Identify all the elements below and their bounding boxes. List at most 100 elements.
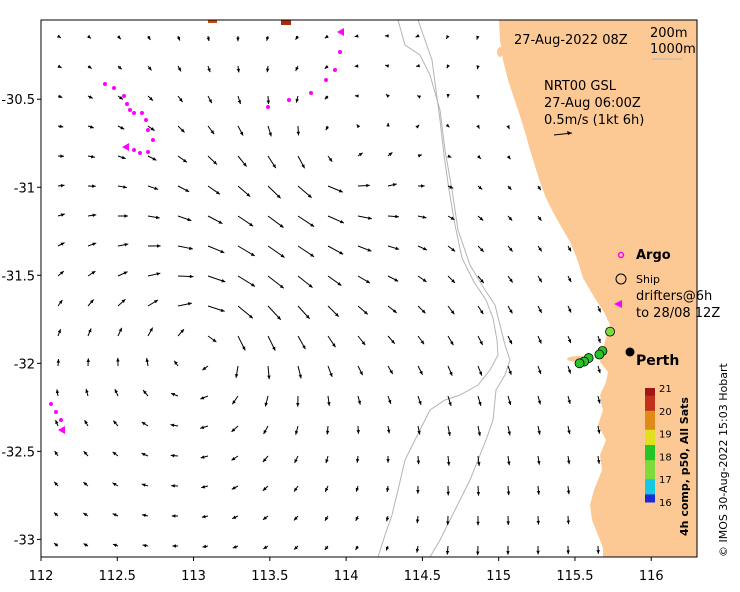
drifter-fix [144, 118, 148, 122]
colorbar-segment [645, 429, 655, 435]
current-arrowhead [231, 486, 236, 490]
current-arrowhead [387, 399, 392, 404]
current-arrowhead [477, 155, 481, 159]
current-arrowhead [446, 34, 450, 39]
drifter-fix [309, 91, 313, 95]
drifter-fix [49, 402, 53, 406]
current-vector-field [53, 34, 601, 556]
current-arrowhead [153, 299, 158, 304]
current-arrowhead [417, 154, 422, 158]
drifter-fix [59, 418, 63, 422]
current-arrowhead [83, 482, 88, 486]
current-arrowhead [113, 420, 117, 425]
current-arrowhead [324, 546, 329, 550]
current-arrowhead [476, 65, 480, 70]
current-arrowhead [58, 299, 63, 304]
drifter-fix [338, 50, 342, 54]
drifter-legend-label-line2: to 28/08 12Z [636, 306, 720, 321]
colorbar-segment [645, 410, 655, 416]
current-arrowhead [310, 223, 315, 227]
current-arrowhead [171, 392, 176, 397]
drifter-fix [333, 68, 337, 72]
current-arrowhead [506, 125, 510, 130]
colorbar-tick-label: 19 [659, 430, 672, 441]
current-arrowhead [279, 224, 284, 228]
current-arrowhead [339, 219, 344, 224]
current-arrowhead [359, 371, 363, 376]
current-arrowhead [479, 248, 484, 252]
isobath-1000m [377, 19, 499, 558]
current-arrowhead [478, 185, 483, 190]
argo-legend-label: Argo [636, 248, 671, 263]
current-arrowhead [124, 214, 128, 218]
current-arrowhead [476, 35, 480, 40]
current-arrowhead [508, 247, 513, 252]
current-arrowhead [118, 327, 122, 332]
current-arrowhead [363, 310, 368, 315]
current-arrowhead [220, 249, 225, 253]
current-arrowhead [182, 158, 187, 163]
current-arrowhead [537, 216, 542, 221]
current-arrowhead [251, 283, 256, 287]
argo-legend-icon [617, 251, 625, 259]
colorbar-segment [645, 399, 655, 404]
current-arrowhead [388, 152, 393, 157]
current-arrowhead [112, 543, 117, 548]
y-tick-label: -32.5 [1, 445, 35, 460]
current-arrowhead [234, 374, 239, 378]
ship-legend-icon [615, 273, 627, 285]
current-arrowhead [355, 546, 359, 551]
colorbar-tick-label: 20 [659, 407, 672, 418]
current-arrowhead [295, 98, 299, 103]
perth-marker [625, 347, 635, 357]
current-arrowhead [298, 374, 302, 379]
current-arrowhead [249, 222, 254, 227]
current-arrowhead [596, 550, 600, 554]
current-arrowhead [293, 516, 298, 521]
colorbar-tick-label: 16 [659, 498, 672, 509]
current-arrowhead [157, 244, 161, 248]
current-arrowhead [116, 357, 120, 362]
y-tick-label: -33 [14, 533, 35, 548]
current-arrowhead [506, 155, 511, 160]
current-arrowhead [262, 487, 267, 491]
drifter-arrowhead [337, 28, 344, 36]
current-arrowhead [567, 460, 571, 465]
current-arrowhead [386, 122, 390, 127]
current-arrowhead [538, 308, 542, 313]
current-arrowhead [385, 517, 390, 522]
current-arrowhead [60, 213, 65, 217]
current-arrowhead [302, 345, 306, 350]
current-arrowhead [60, 183, 65, 188]
current-arrowhead [263, 516, 267, 520]
current-arrowhead [537, 400, 542, 405]
current-arrowhead [142, 513, 146, 518]
current-arrowhead [57, 329, 61, 334]
current-arrowhead [422, 278, 427, 282]
x-tick-label: 113.5 [251, 569, 288, 584]
current-arrowhead [262, 458, 267, 463]
current-arrowhead [506, 521, 510, 525]
current-arrowhead [92, 242, 97, 246]
current-arrowhead [334, 312, 339, 317]
current-arrowhead [176, 36, 181, 41]
current-arrowhead [536, 490, 541, 495]
current-arrowhead [447, 432, 451, 436]
current-arrowhead [325, 430, 330, 435]
product-time: 27-Aug 06:00Z [544, 96, 641, 111]
current-arrowhead [332, 343, 336, 348]
x-tick-label: 112 [29, 569, 54, 584]
current-arrowhead [92, 213, 97, 218]
current-arrowhead [189, 274, 194, 279]
current-arrowhead [536, 520, 541, 525]
current-arrowhead [202, 366, 207, 371]
current-arrowhead [117, 65, 122, 70]
current-arrowhead [536, 550, 540, 555]
current-arrowhead [54, 512, 58, 517]
current-arrowhead [171, 514, 176, 518]
current-arrowhead [325, 126, 330, 131]
current-arrowhead [114, 389, 118, 394]
x-tick-label: 114.5 [404, 569, 441, 584]
drifter-fix [146, 128, 150, 132]
current-arrowhead [232, 400, 236, 405]
